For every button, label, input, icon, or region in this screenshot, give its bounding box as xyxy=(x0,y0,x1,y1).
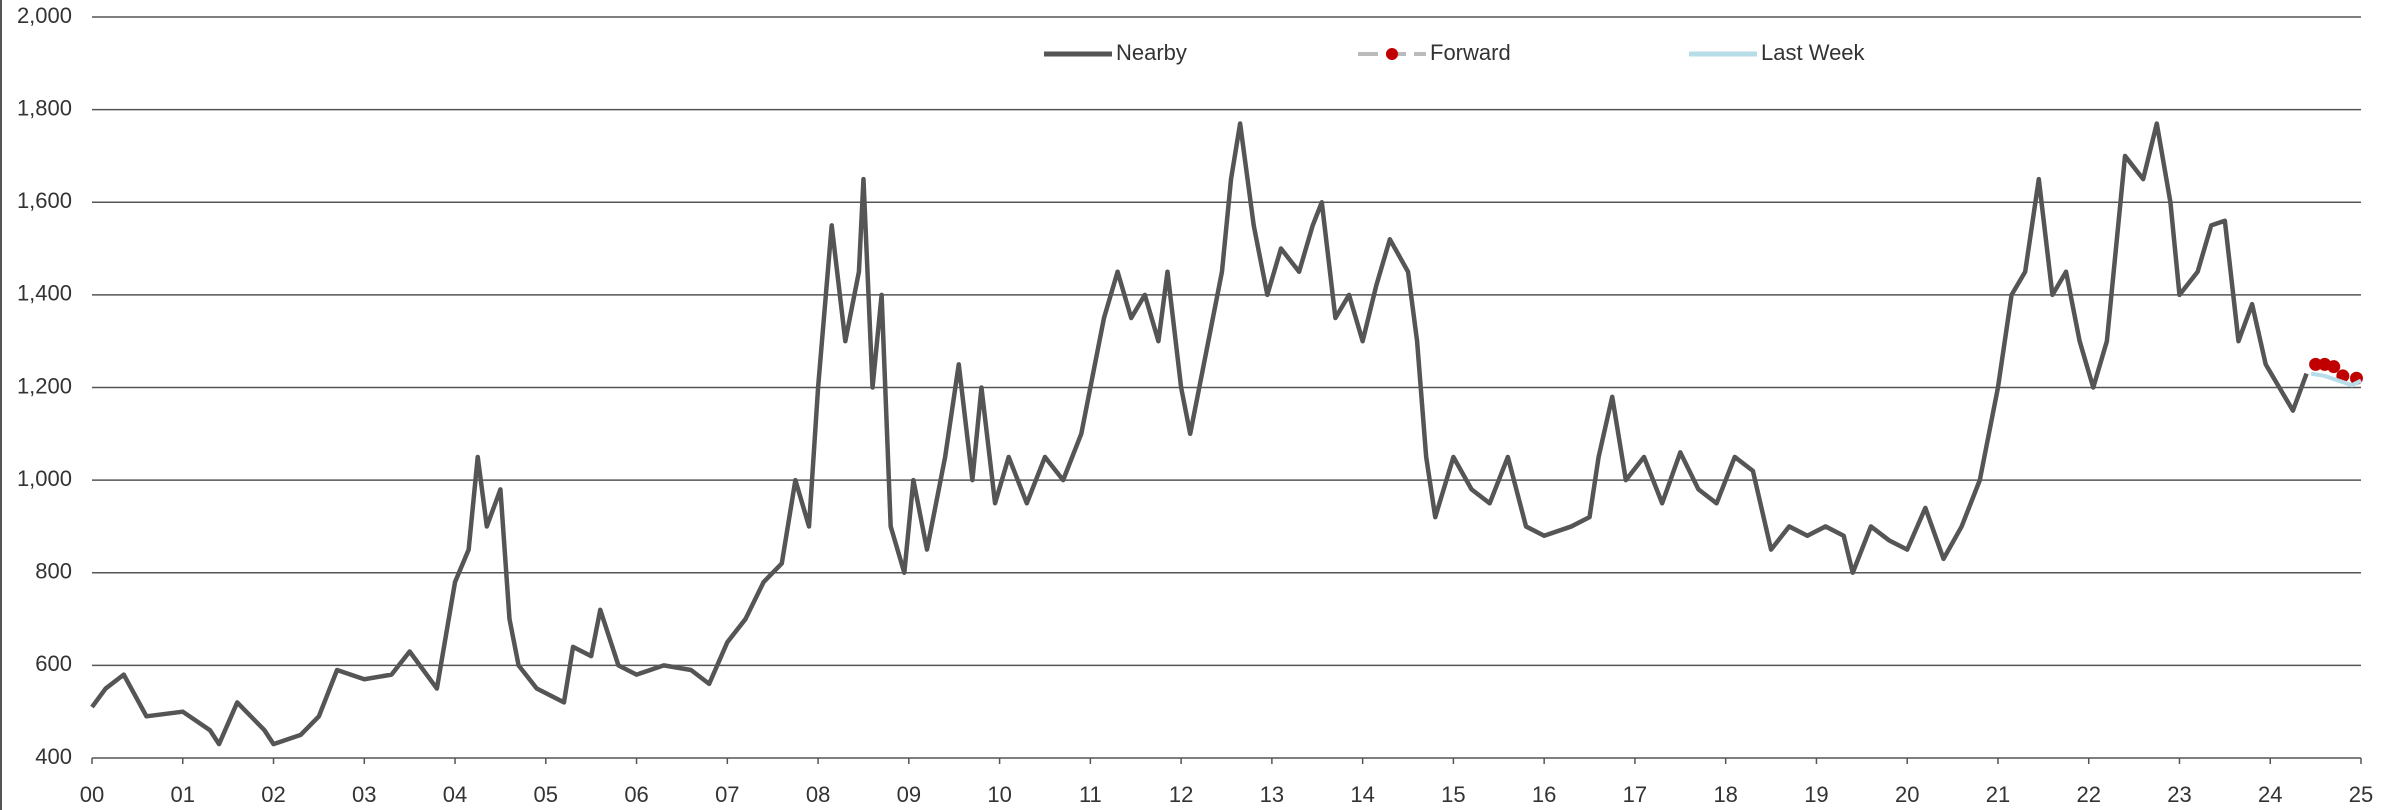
y-tick-label: 1,000 xyxy=(17,466,72,491)
x-tick-label: 06 xyxy=(624,782,648,807)
y-tick-label: 2,000 xyxy=(17,3,72,28)
x-tick-label: 25 xyxy=(2349,782,2373,807)
x-tick-label: 15 xyxy=(1441,782,1465,807)
x-tick-label: 20 xyxy=(1895,782,1919,807)
forward-dot xyxy=(2327,360,2341,374)
forward-dot xyxy=(2309,357,2323,371)
x-tick-label: 07 xyxy=(715,782,739,807)
x-tick-label: 23 xyxy=(2167,782,2191,807)
y-tick-label: 1,200 xyxy=(17,373,72,398)
legend-swatch-dot xyxy=(1386,48,1398,60)
x-tick-label: 17 xyxy=(1623,782,1647,807)
x-tick-label: 24 xyxy=(2258,782,2282,807)
y-tick-label: 400 xyxy=(35,744,72,769)
series-line xyxy=(90,121,2309,747)
x-tick-label: 12 xyxy=(1169,782,1193,807)
x-tick-label: 04 xyxy=(443,782,467,807)
x-tick-label: 05 xyxy=(534,782,558,807)
x-tick-label: 03 xyxy=(352,782,376,807)
x-tick-label: 01 xyxy=(171,782,195,807)
y-tick-label: 1,400 xyxy=(17,281,72,306)
x-tick-label: 21 xyxy=(1986,782,2010,807)
series-line xyxy=(2310,371,2362,388)
x-tick-label: 10 xyxy=(987,782,1011,807)
x-tick-label: 14 xyxy=(1350,782,1374,807)
x-tick-label: 16 xyxy=(1532,782,1556,807)
legend-label: Nearby xyxy=(1116,40,1187,65)
y-tick-label: 1,800 xyxy=(17,95,72,120)
y-tick-label: 1,600 xyxy=(17,188,72,213)
x-tick-label: 11 xyxy=(1079,782,1102,807)
x-tick-label: 19 xyxy=(1804,782,1828,807)
legend-label: Last Week xyxy=(1761,40,1866,65)
x-tick-label: 18 xyxy=(1713,782,1737,807)
y-tick-label: 600 xyxy=(35,651,72,676)
x-tick-label: 02 xyxy=(261,782,285,807)
x-tick-label: 22 xyxy=(2076,782,2100,807)
y-tick-label: 800 xyxy=(35,559,72,584)
x-tick-label: 08 xyxy=(806,782,830,807)
x-tick-label: 00 xyxy=(80,782,104,807)
x-tick-label: 09 xyxy=(897,782,921,807)
x-tick-label: 13 xyxy=(1260,782,1284,807)
legend-label: Forward xyxy=(1430,40,1511,65)
